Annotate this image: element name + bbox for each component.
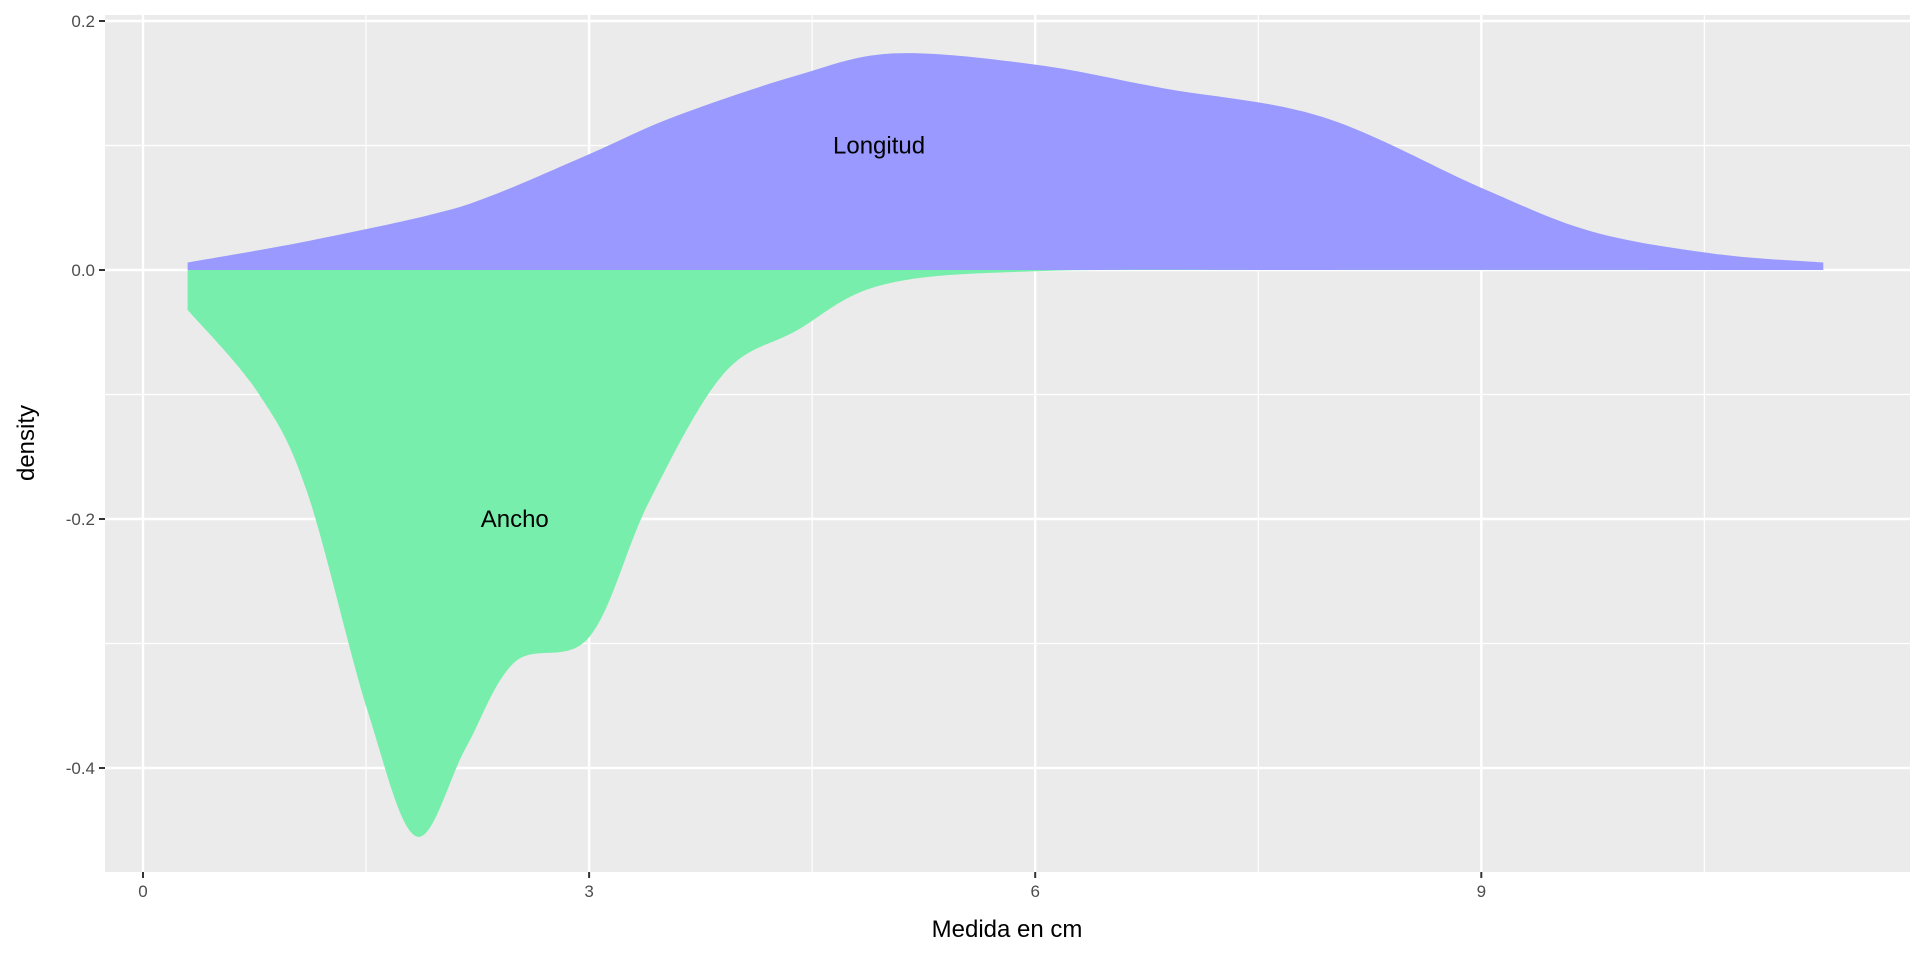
density-areas xyxy=(187,53,1824,837)
x-tick-label: 3 xyxy=(584,882,593,901)
y-tick-label: 0.2 xyxy=(71,12,95,31)
series-label-longitud: Longitud xyxy=(833,133,925,160)
x-tick-label: 0 xyxy=(138,882,147,901)
area-ancho xyxy=(187,269,1824,837)
y-tick-label: 0.0 xyxy=(71,261,95,280)
y-tick-label: -0.2 xyxy=(66,510,95,529)
series-label-ancho: Ancho xyxy=(481,506,549,533)
series-labels: Longitud Ancho xyxy=(481,133,925,534)
x-tick-label: 9 xyxy=(1477,882,1486,901)
y-axis-title: density xyxy=(13,405,40,481)
area-longitud xyxy=(187,53,1824,270)
axes: 0 3 6 9 0.2 0.0 -0.2 -0.4 xyxy=(66,12,1486,901)
y-tick-label: -0.4 xyxy=(66,759,95,778)
x-axis-title: Medida en cm xyxy=(932,916,1083,943)
x-tick-label: 6 xyxy=(1030,882,1039,901)
